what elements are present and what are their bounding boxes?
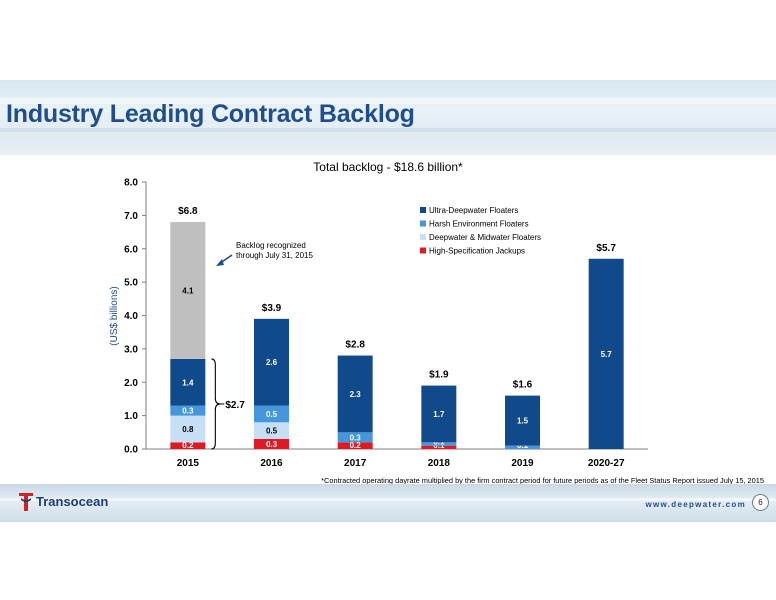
- bar-total-label: $5.7: [596, 243, 616, 254]
- bar-value-label: 0.3: [350, 433, 362, 442]
- bar-value-label: 0.2: [350, 441, 362, 450]
- bar-segment: [254, 438, 289, 449]
- x-tick-label: 2015: [177, 458, 200, 469]
- bar-value-label: 0.2: [182, 441, 194, 450]
- footer-band: [0, 484, 776, 522]
- y-tick-label: 8.0: [124, 178, 138, 189]
- bar-segment: [588, 258, 624, 449]
- y-tick-label: 3.0: [124, 344, 138, 355]
- bar-segment: [170, 358, 206, 406]
- annotation-arrowhead: [216, 259, 224, 266]
- bar-value-label: 1.5: [517, 417, 529, 426]
- bar-total-label: $1.9: [429, 370, 449, 381]
- bar-value-label: 5.7: [601, 350, 613, 359]
- transocean-logo: Transocean: [14, 490, 134, 512]
- legend-swatch: [420, 220, 426, 227]
- bar-segment: [421, 445, 457, 449]
- title-band: [0, 80, 776, 155]
- bar-segment: [254, 405, 289, 423]
- bar-segment: [337, 432, 373, 443]
- y-tick-label: 5.0: [124, 278, 138, 289]
- y-tick-label: 6.0: [124, 244, 138, 255]
- annotation-text: Backlog recognized: [236, 241, 306, 250]
- x-tick-label: 2018: [428, 458, 451, 469]
- bar-segment: [337, 442, 373, 449]
- y-tick-label: 1.0: [124, 411, 138, 422]
- title-band-streak: [0, 128, 776, 132]
- bracket-label: $2.7: [225, 400, 245, 411]
- bar-segment: [505, 445, 540, 449]
- bar-segment: [505, 395, 540, 446]
- x-tick-label: 2019: [511, 458, 534, 469]
- page-number: 6: [752, 494, 769, 511]
- x-tick-label: 2016: [260, 458, 283, 469]
- legend-label: Harsh Environment Floaters: [429, 220, 529, 229]
- chart-title: Total backlog - $18.6 billion*: [313, 160, 463, 174]
- annotation-text: through July 31, 2015: [236, 251, 313, 260]
- bar-segment: [254, 318, 289, 406]
- y-tick-label: 0.0: [124, 445, 138, 456]
- bar-value-label: 1.4: [182, 378, 194, 387]
- bar-value-label: 0.3: [182, 407, 194, 416]
- bar-segment: [170, 442, 206, 449]
- transocean-logo-icon: [19, 493, 33, 511]
- legend-swatch: [420, 247, 426, 254]
- footer-wave: [0, 498, 776, 501]
- y-tick-label: 7.0: [124, 211, 138, 222]
- legend-swatch: [420, 207, 426, 213]
- bar-total-label: $2.8: [345, 340, 365, 351]
- legend-label: Deepwater & Midwater Floaters: [429, 233, 541, 242]
- y-tick-label: 4.0: [124, 311, 138, 322]
- bar-value-label: 2.6: [266, 358, 278, 367]
- bar-segment-recognized: [170, 222, 206, 359]
- bar-segment: [337, 355, 373, 433]
- bar-segment: [421, 442, 457, 446]
- bar-value-label: 4.1: [182, 286, 194, 295]
- title-band-streak: [0, 98, 776, 104]
- bar-value-label: 1.7: [433, 410, 445, 419]
- y-axis-label: (US$ billions): [109, 286, 120, 345]
- legend-label: Ultra-Deepwater Floaters: [429, 206, 518, 215]
- x-tick-label: 2020-27: [588, 458, 625, 469]
- bar-total-label: $3.9: [262, 303, 282, 314]
- bar-total-label: $1.6: [513, 380, 533, 391]
- bar-value-label: 0.5: [266, 427, 278, 436]
- legend-label: High-Specification Jackups: [429, 247, 525, 256]
- bar-value-label: 0.8: [182, 425, 194, 434]
- bar-segment: [254, 422, 289, 439]
- bar-value-label: 0.5: [266, 410, 278, 419]
- y-tick-label: 2.0: [124, 378, 138, 389]
- bar-segment: [421, 385, 457, 443]
- footnote: *Contracted operating dayrate multiplied…: [321, 476, 764, 485]
- bracket: [211, 358, 221, 450]
- logo-text: Transocean: [36, 494, 109, 509]
- bar-total-label: $6.8: [178, 206, 198, 217]
- bar-value-label: 0.3: [266, 440, 278, 449]
- bar-segment: [170, 415, 206, 443]
- legend-swatch: [420, 234, 426, 240]
- x-tick-label: 2017: [344, 458, 367, 469]
- bar-value-label: 2.3: [350, 390, 362, 399]
- website-link[interactable]: www.deepwater.com: [645, 500, 746, 509]
- bar-segment: [170, 405, 206, 416]
- slide-title: Industry Leading Contract Backlog: [6, 100, 415, 128]
